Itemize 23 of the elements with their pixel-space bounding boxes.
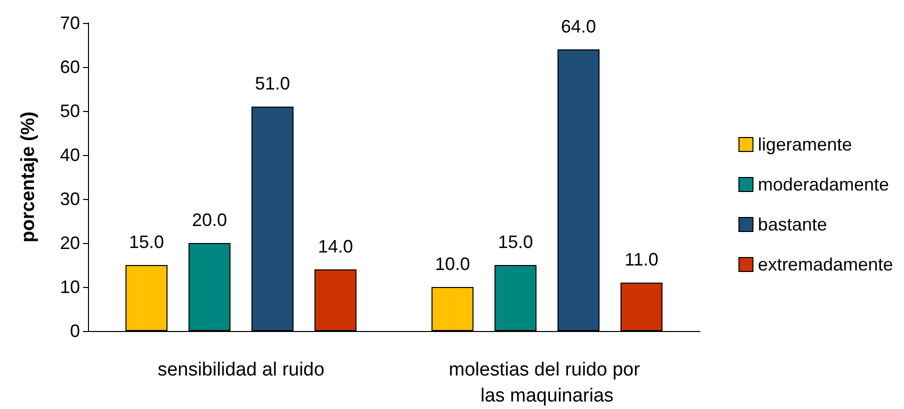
y-tick-label: 40 — [60, 145, 80, 165]
legend-label: extremadamente — [758, 254, 894, 274]
y-tick-label: 60 — [60, 57, 80, 77]
y-axis-title: porcentaje (%) — [18, 112, 39, 242]
data-label: 14.0 — [318, 236, 354, 256]
y-tick-label: 0 — [70, 321, 80, 341]
legend-label: bastante — [758, 214, 827, 234]
data-label: 10.0 — [434, 254, 470, 274]
data-label: 51.0 — [254, 74, 290, 94]
x-tick-label: sensibilidad al ruido — [158, 360, 324, 380]
data-label: 11.0 — [624, 250, 658, 270]
y-tick-label: 50 — [60, 101, 80, 121]
legend-label: moderadamente — [758, 174, 890, 194]
data-label: 64.0 — [560, 16, 596, 36]
legend-label: ligeramente — [758, 134, 852, 154]
data-label: 15.0 — [498, 232, 534, 252]
data-label: 20.0 — [192, 210, 228, 230]
x-tick-label: molestias del ruido por las maquinarias — [448, 360, 646, 406]
y-tick-label: 10 — [60, 277, 80, 297]
y-tick-label: 20 — [60, 233, 80, 253]
data-label: 15.0 — [128, 232, 164, 252]
y-tick-label: 30 — [60, 189, 80, 209]
y-tick-label: 70 — [60, 13, 80, 33]
